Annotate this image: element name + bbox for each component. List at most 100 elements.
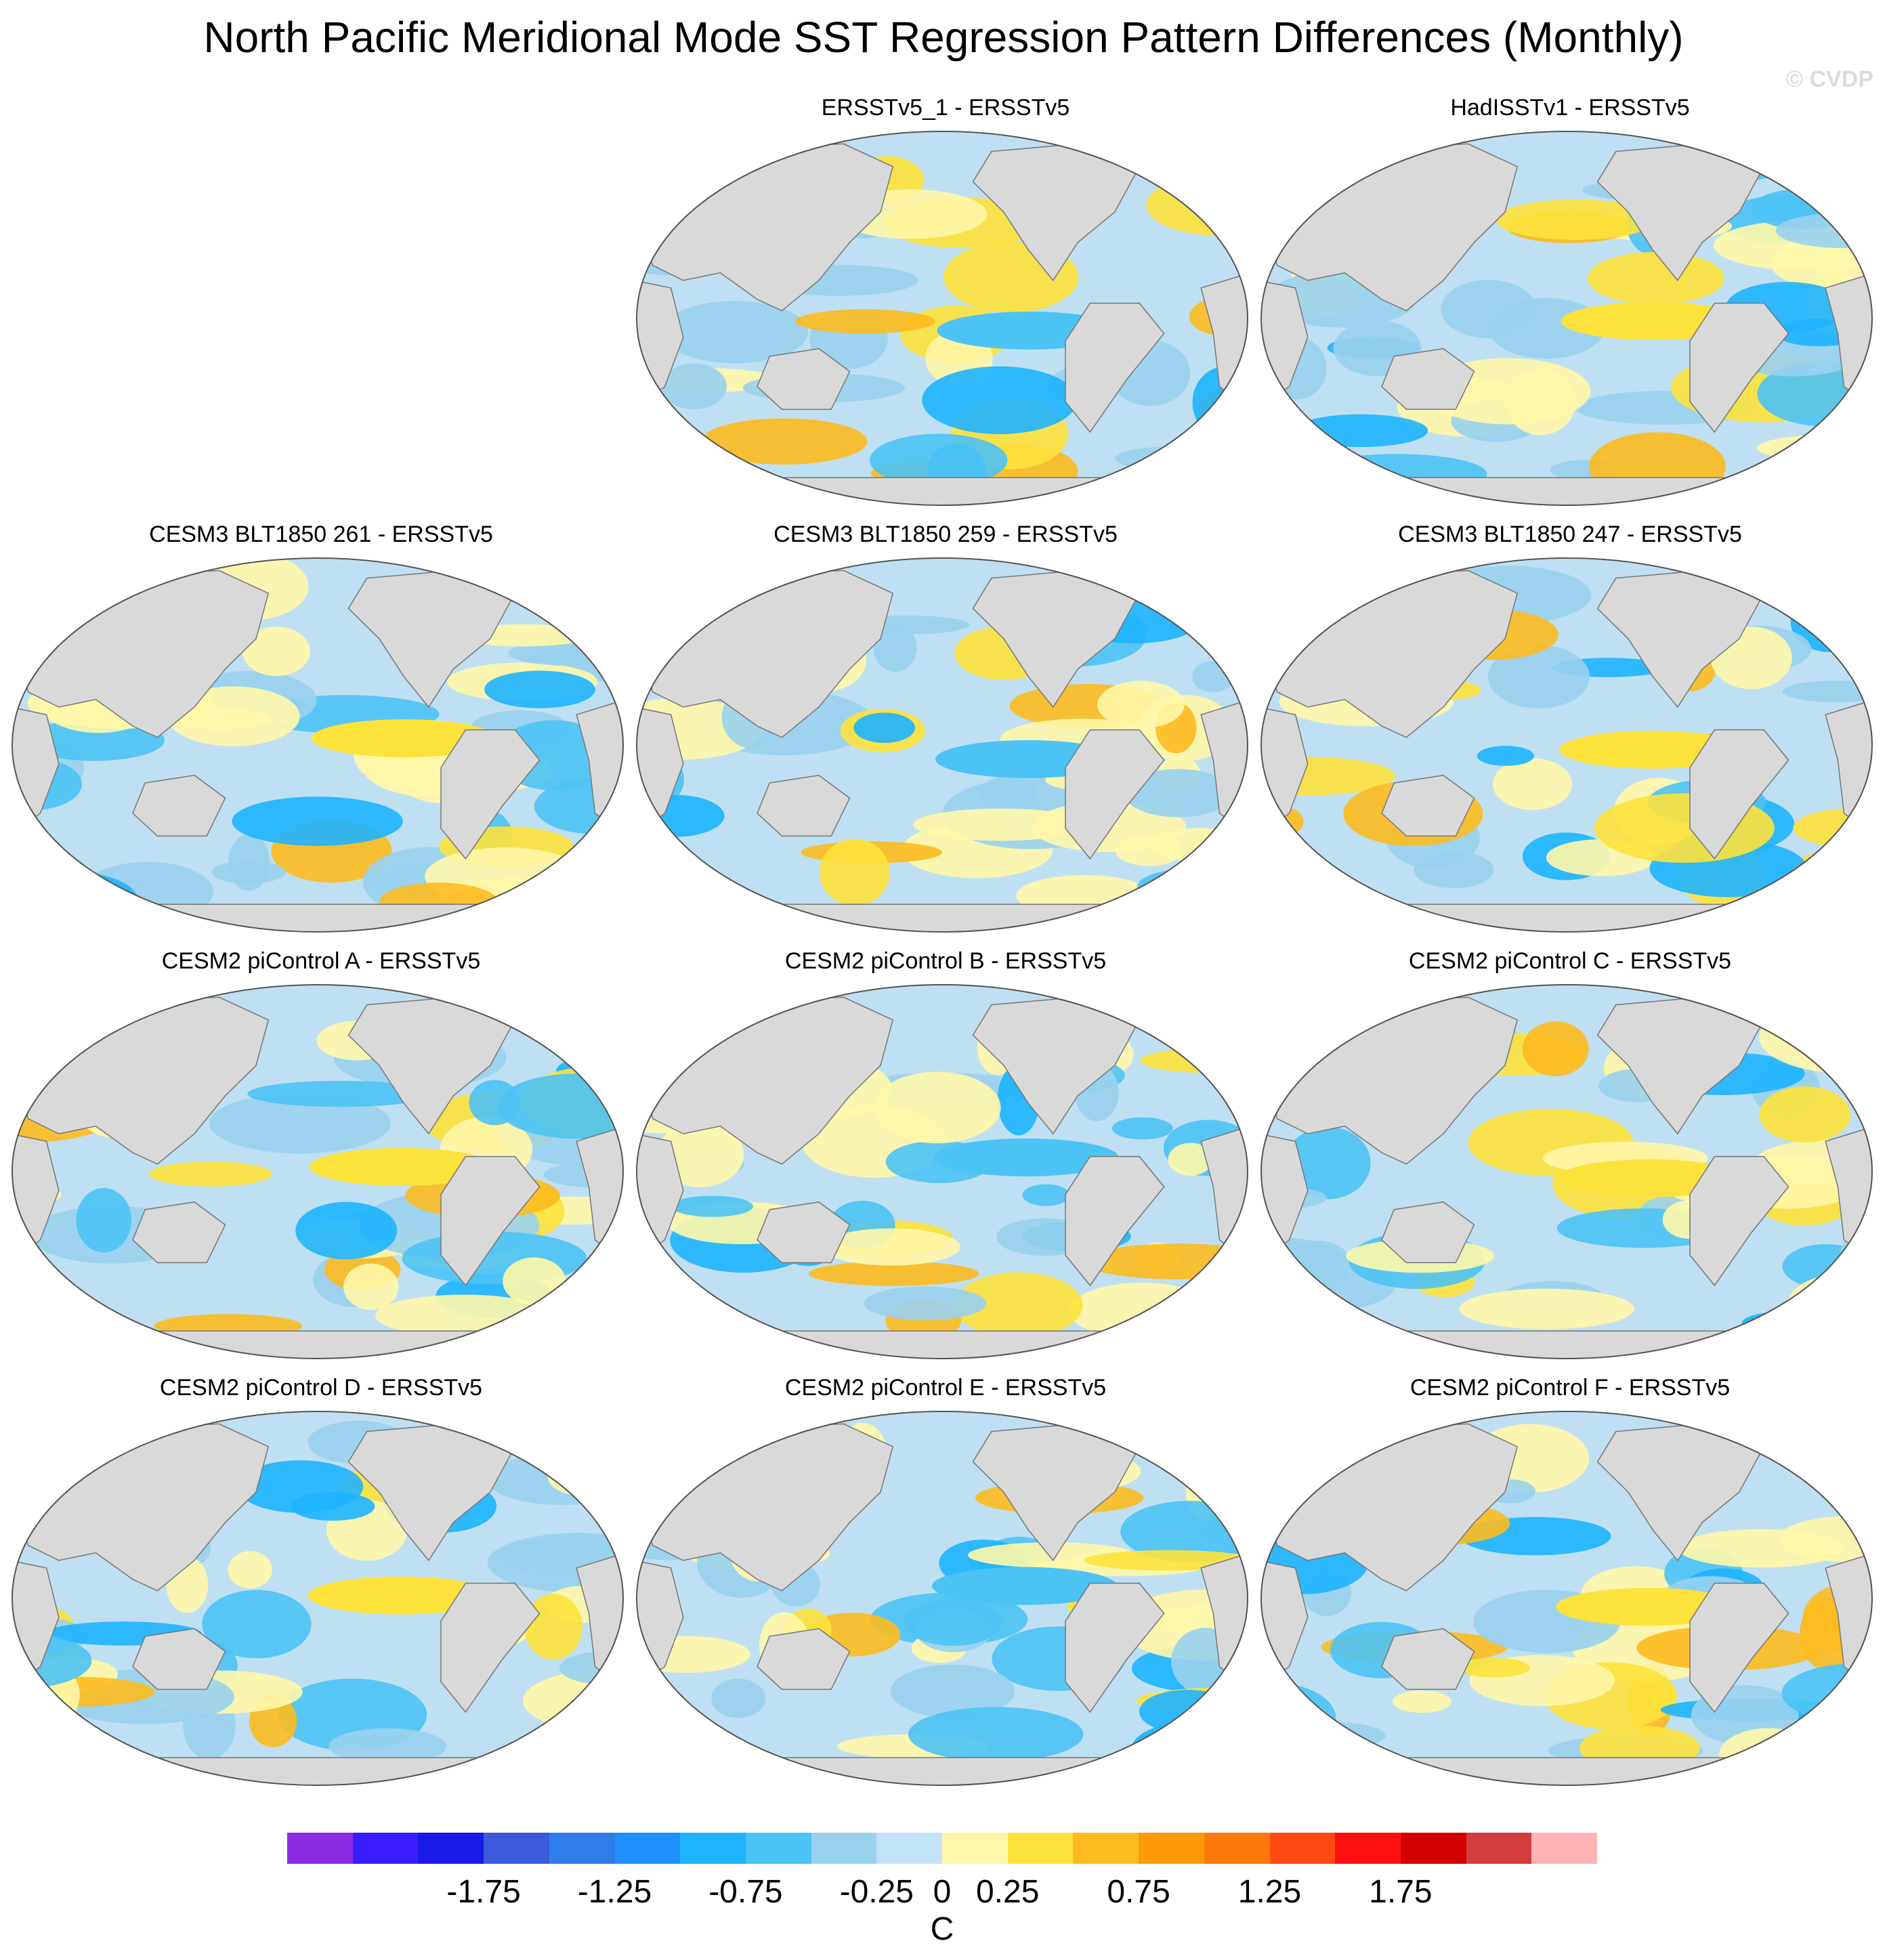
anomaly-contour <box>1741 1310 1857 1335</box>
anomaly-contour <box>795 309 935 334</box>
colorbar-swatch <box>484 1833 550 1864</box>
anomaly-contour <box>24 719 165 761</box>
landmass <box>664 477 1220 505</box>
panel-title: CESM2 piControl F - ERSSTv5 <box>1409 1375 1731 1401</box>
landmass <box>1289 477 1844 505</box>
anomaly-contour <box>209 1093 391 1154</box>
anomaly-contour <box>1124 769 1233 817</box>
panel-blt259: CESM3 BLT1850 259 - ERSSTv5 <box>634 521 1257 962</box>
colorbar-swatch <box>942 1833 1009 1864</box>
colorbar-tick-label: -0.75 <box>708 1874 783 1910</box>
landmass <box>1381 1201 1475 1264</box>
colorbar-swatch <box>1269 1833 1336 1864</box>
landmass <box>1381 1628 1475 1690</box>
anomaly-contour <box>904 1599 1002 1646</box>
anomaly-contour <box>1266 1722 1386 1749</box>
anomaly-contour <box>1793 850 1872 888</box>
anomaly-contour <box>232 796 403 846</box>
anomaly-contour <box>1157 581 1248 616</box>
anomaly-contour <box>908 1707 1084 1762</box>
landmass <box>757 1201 851 1264</box>
anomaly-contour <box>1261 428 1299 489</box>
landmass <box>664 903 1220 932</box>
colorbar-tick-label: 0 <box>933 1874 952 1910</box>
panel-picontrol_b: CESM2 piControl B - ERSSTv5 <box>634 948 1257 1388</box>
map-picontrol_d <box>12 1411 624 1786</box>
anomaly-contour <box>932 1567 1117 1605</box>
anomaly-contour <box>933 1138 1119 1176</box>
anomaly-contour <box>1139 1690 1236 1734</box>
anomaly-contour <box>343 1263 399 1311</box>
anomaly-contour <box>1782 1244 1870 1289</box>
colorbar-swatch <box>418 1833 484 1864</box>
anomaly-contour <box>873 623 917 673</box>
anomaly-contour <box>1165 872 1248 895</box>
anomaly-contour <box>242 626 310 677</box>
anomaly-contour <box>236 1460 364 1513</box>
colorbar-swatch <box>811 1833 877 1864</box>
anomaly-contour <box>167 708 272 730</box>
anomaly-contour <box>211 860 286 884</box>
colorbar-swatch <box>1204 1833 1270 1864</box>
colorbar-swatch <box>680 1833 746 1864</box>
map-border <box>636 1411 1248 1786</box>
colorbar-swatch <box>1400 1833 1467 1864</box>
anomaly-contour <box>637 1721 719 1762</box>
anomaly-contour <box>711 1678 766 1718</box>
anomaly-contour <box>1477 746 1534 766</box>
anomaly-contour <box>484 670 595 708</box>
panel-hadisstv1: HadISSTv1 - ERSSTv5 <box>1258 95 1882 535</box>
map-picontrol_e <box>636 1411 1248 1786</box>
colorbar-tick-label: 0.25 <box>975 1874 1040 1910</box>
anomaly-contour <box>869 433 1008 487</box>
anomaly-contour <box>469 1080 521 1126</box>
anomaly-contour <box>149 1162 272 1187</box>
map-border <box>636 557 1248 933</box>
landmass <box>757 1628 851 1690</box>
landmass <box>440 729 540 860</box>
landmass <box>1065 302 1165 433</box>
anomaly-contour <box>1097 681 1185 729</box>
anomaly-contour <box>1505 368 1576 435</box>
anomaly-contour <box>1800 853 1856 917</box>
landmass <box>1289 903 1844 932</box>
map-border <box>1260 131 1873 506</box>
map-picontrol_a <box>12 984 624 1359</box>
panel-title: CESM2 piControl E - ERSSTv5 <box>784 1375 1107 1401</box>
panel-title: CESM3 BLT1850 261 - ERSSTv5 <box>149 521 493 547</box>
anomaly-contour <box>864 1286 987 1321</box>
colorbar-swatch <box>745 1833 812 1864</box>
map-blt261 <box>12 557 624 933</box>
anomaly-contour <box>661 363 727 410</box>
landmass <box>1689 1582 1789 1713</box>
anomaly-contour <box>873 1071 1001 1144</box>
figure-title: North Pacific Meridional Mode SST Regres… <box>203 13 1684 62</box>
map-blt259 <box>636 557 1248 933</box>
landmass <box>440 1155 540 1287</box>
anomaly-contour <box>890 1664 1015 1718</box>
anomaly-contour <box>503 1257 566 1305</box>
anomaly-contour <box>308 1576 493 1615</box>
colorbar-swatch <box>1466 1833 1532 1864</box>
map-border <box>12 557 624 933</box>
panel-picontrol_a: CESM2 piControl A - ERSSTv5 <box>9 948 633 1388</box>
landmass <box>664 1757 1220 1785</box>
colorbar-swatch <box>876 1833 943 1864</box>
colorbar-swatch <box>287 1833 354 1864</box>
map-border <box>636 984 1248 1359</box>
anomaly-contour <box>1022 1184 1070 1206</box>
map-border <box>1260 984 1873 1359</box>
anomaly-contour <box>1487 645 1590 708</box>
landmass <box>1065 1582 1165 1713</box>
anomaly-contour <box>1802 1721 1872 1772</box>
landmass <box>40 1757 595 1785</box>
anomaly-contour <box>671 1195 753 1217</box>
panel-title: HadISSTv1 - ERSSTv5 <box>1450 95 1690 121</box>
anomaly-contour <box>820 838 890 906</box>
panel-title: CESM2 piControl B - ERSSTv5 <box>784 948 1107 974</box>
landmass <box>1289 1330 1844 1359</box>
anomaly-contour <box>661 301 809 364</box>
landmass <box>1689 1155 1789 1287</box>
landmass <box>757 348 851 410</box>
anomaly-contour <box>1587 251 1724 305</box>
